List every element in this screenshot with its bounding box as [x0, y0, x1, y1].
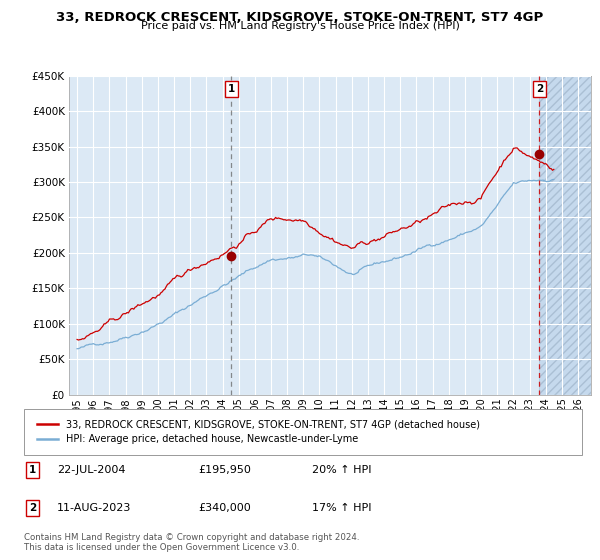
- Bar: [539, 76, 591, 395]
- Text: Price paid vs. HM Land Registry's House Price Index (HPI): Price paid vs. HM Land Registry's House …: [140, 21, 460, 31]
- Text: 33, REDROCK CRESCENT, KIDSGROVE, STOKE-ON-TRENT, ST7 4GP: 33, REDROCK CRESCENT, KIDSGROVE, STOKE-O…: [56, 11, 544, 24]
- Text: This data is licensed under the Open Government Licence v3.0.: This data is licensed under the Open Gov…: [24, 543, 299, 552]
- Text: 11-AUG-2023: 11-AUG-2023: [57, 503, 131, 513]
- Text: 22-JUL-2004: 22-JUL-2004: [57, 465, 125, 475]
- Text: 1: 1: [29, 465, 36, 475]
- Legend: 33, REDROCK CRESCENT, KIDSGROVE, STOKE-ON-TRENT, ST7 4GP (detached house), HPI: : 33, REDROCK CRESCENT, KIDSGROVE, STOKE-O…: [32, 414, 485, 449]
- Text: Contains HM Land Registry data © Crown copyright and database right 2024.: Contains HM Land Registry data © Crown c…: [24, 533, 359, 542]
- Text: 20% ↑ HPI: 20% ↑ HPI: [312, 465, 371, 475]
- Text: 17% ↑ HPI: 17% ↑ HPI: [312, 503, 371, 513]
- Text: £195,950: £195,950: [198, 465, 251, 475]
- Bar: [539, 76, 591, 395]
- Text: £340,000: £340,000: [198, 503, 251, 513]
- Text: 2: 2: [536, 84, 543, 94]
- Text: 2: 2: [29, 503, 36, 513]
- Text: 1: 1: [228, 84, 235, 94]
